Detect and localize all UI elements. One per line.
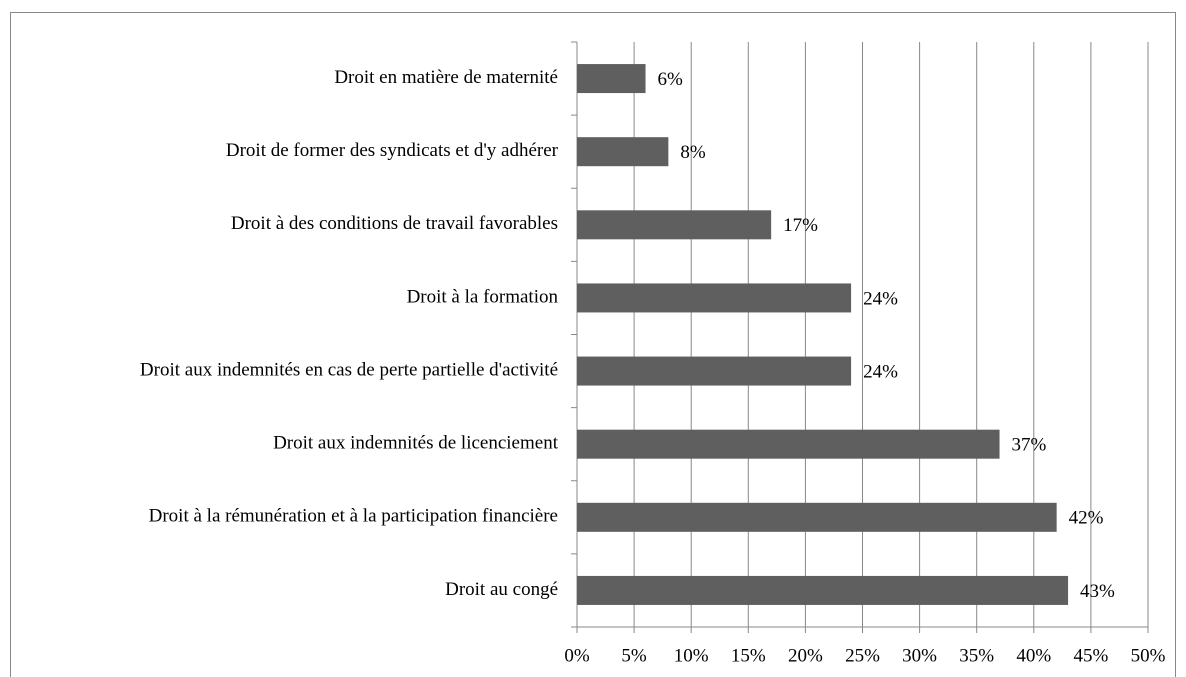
x-tick-label: 10% bbox=[674, 645, 709, 666]
x-tick-label: 0% bbox=[564, 645, 590, 666]
y-tick-label: Droit en matière de maternité bbox=[334, 67, 558, 88]
data-label: 24% bbox=[863, 288, 898, 309]
y-tick-label: Droit à des conditions de travail favora… bbox=[231, 213, 558, 234]
x-tick-label: 30% bbox=[902, 645, 937, 666]
bar bbox=[577, 356, 852, 386]
data-label: 17% bbox=[783, 215, 818, 236]
bar bbox=[577, 210, 772, 240]
y-tick-label: Droit au congé bbox=[445, 579, 558, 600]
chart-frame bbox=[10, 12, 1176, 677]
y-tick-label: Droit de former des syndicats et d'y adh… bbox=[226, 140, 559, 161]
x-tick-label: 35% bbox=[959, 645, 994, 666]
y-tick-label: Droit à la rémunération et à la particip… bbox=[149, 506, 558, 527]
bar bbox=[577, 137, 669, 167]
data-label: 43% bbox=[1080, 581, 1115, 602]
bar bbox=[577, 283, 852, 313]
y-tick-label: Droit à la formation bbox=[407, 286, 559, 307]
y-tick-label: Droit aux indemnités en cas de perte par… bbox=[140, 359, 558, 380]
data-label: 24% bbox=[863, 361, 898, 382]
data-label: 37% bbox=[1012, 435, 1047, 456]
x-tick-label: 20% bbox=[788, 645, 823, 666]
x-tick-label: 50% bbox=[1131, 645, 1166, 666]
x-tick-label: 15% bbox=[731, 645, 766, 666]
y-tick-label: Droit aux indemnités de licenciement bbox=[273, 433, 559, 454]
data-label: 8% bbox=[680, 142, 706, 163]
data-label: 6% bbox=[658, 69, 684, 90]
data-label: 42% bbox=[1069, 508, 1104, 529]
x-tick-label: 40% bbox=[1016, 645, 1051, 666]
bar bbox=[577, 502, 1057, 532]
x-tick-label: 25% bbox=[845, 645, 880, 666]
x-tick-label: 45% bbox=[1073, 645, 1108, 666]
bar bbox=[577, 429, 1000, 459]
x-tick-label: 5% bbox=[621, 645, 647, 666]
bar bbox=[577, 64, 646, 94]
bar bbox=[577, 575, 1069, 605]
